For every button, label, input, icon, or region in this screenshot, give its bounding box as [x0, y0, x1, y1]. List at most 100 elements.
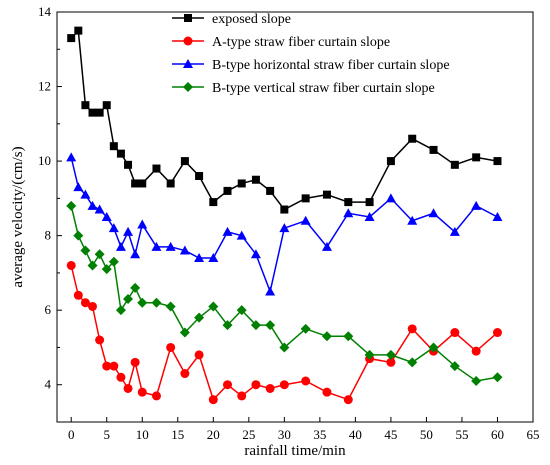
data-point	[407, 215, 418, 225]
data-point	[88, 301, 98, 311]
data-point	[408, 134, 417, 143]
data-point	[429, 145, 438, 154]
data-point	[102, 101, 111, 110]
series-4	[66, 200, 503, 386]
data-point	[194, 312, 205, 323]
data-point	[73, 230, 84, 241]
x-tick-label: 55	[455, 427, 468, 442]
data-point	[80, 189, 91, 199]
x-tick-label: 65	[527, 427, 540, 442]
legend-marker	[183, 59, 193, 68]
x-tick-label: 10	[136, 427, 149, 442]
data-point	[265, 383, 275, 393]
y-tick-label: 8	[45, 228, 52, 243]
x-tick-label: 30	[278, 427, 291, 442]
data-point	[237, 391, 247, 401]
data-point	[407, 357, 418, 368]
data-point	[74, 26, 83, 35]
legend-item: A-type straw fiber curtain slope	[172, 35, 390, 50]
data-point	[151, 241, 162, 251]
data-point	[209, 198, 218, 207]
data-point	[116, 372, 126, 382]
data-point	[73, 290, 83, 300]
data-point	[449, 361, 460, 372]
data-point	[265, 286, 276, 296]
series-3	[66, 152, 503, 296]
data-point	[180, 157, 189, 166]
data-point	[386, 357, 396, 367]
data-point	[386, 157, 395, 166]
data-point	[300, 323, 311, 334]
x-tick-label: 0	[68, 427, 75, 442]
y-tick-label: 12	[38, 79, 51, 94]
data-point	[123, 226, 134, 236]
data-point	[222, 320, 233, 331]
data-point	[343, 331, 354, 342]
data-point	[179, 327, 190, 338]
data-point	[223, 380, 233, 390]
y-tick-label: 14	[38, 4, 52, 19]
data-point	[152, 164, 161, 173]
data-point	[280, 205, 289, 214]
y-axis-label: average velocity/(cm/s)	[10, 146, 26, 287]
data-point	[138, 179, 147, 188]
data-point	[137, 387, 147, 397]
data-point	[87, 200, 98, 210]
data-point	[130, 282, 141, 293]
data-point	[250, 249, 261, 259]
data-point	[223, 186, 232, 195]
data-point	[80, 245, 91, 256]
data-point	[492, 328, 502, 338]
data-point	[208, 395, 218, 405]
data-point	[66, 200, 77, 211]
data-point	[385, 193, 396, 203]
data-point	[492, 212, 503, 221]
data-point	[151, 297, 162, 308]
legend-item: B-type horizontal straw fiber curtain sl…	[172, 58, 450, 73]
data-point	[194, 253, 205, 262]
data-point	[101, 264, 112, 275]
y-tick-label: 4	[45, 377, 52, 392]
data-point	[208, 253, 219, 262]
data-point	[365, 198, 374, 207]
data-point	[407, 324, 417, 334]
data-point	[493, 157, 502, 166]
data-point	[343, 395, 353, 405]
x-tick-label: 35	[313, 427, 326, 442]
data-point	[109, 361, 119, 371]
data-point	[266, 186, 275, 195]
legend-marker	[183, 82, 193, 92]
data-point	[471, 376, 482, 386]
data-point	[131, 179, 140, 188]
data-point	[208, 301, 219, 312]
data-point	[87, 260, 98, 271]
data-point	[124, 160, 133, 169]
data-point	[81, 101, 90, 110]
data-point	[109, 142, 118, 151]
data-point	[450, 328, 460, 338]
x-tick-label: 25	[242, 427, 255, 442]
data-point	[123, 383, 133, 393]
legend-item: B-type vertical straw fiber curtain slop…	[172, 81, 435, 96]
data-point	[101, 212, 112, 221]
data-point	[251, 380, 261, 390]
data-point	[66, 152, 77, 162]
y-tick-label: 10	[38, 153, 51, 168]
data-point	[385, 349, 396, 360]
data-point	[73, 182, 84, 192]
data-point	[492, 372, 503, 383]
data-point	[279, 342, 290, 353]
data-point	[222, 226, 233, 236]
data-point	[300, 215, 311, 225]
data-point	[321, 241, 332, 251]
series-1	[67, 26, 502, 214]
data-point	[251, 175, 260, 184]
data-point	[250, 320, 261, 331]
data-point	[151, 391, 161, 401]
data-point	[344, 198, 353, 207]
legend-label: exposed slope	[212, 12, 291, 27]
legend-label: B-type vertical straw fiber curtain slop…	[212, 81, 435, 96]
data-point	[165, 301, 176, 312]
data-point	[236, 230, 247, 240]
